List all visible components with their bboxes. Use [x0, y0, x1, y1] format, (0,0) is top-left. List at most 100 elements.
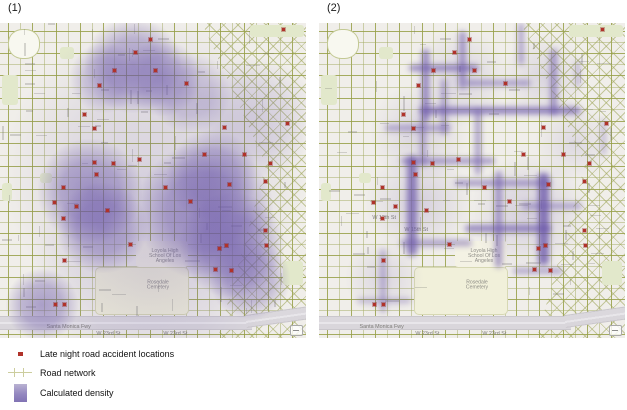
accident-marker: [92, 126, 97, 131]
accident-marker: [224, 243, 229, 248]
density-segment: [601, 119, 606, 155]
density-blob: [167, 130, 257, 220]
density-blob: [5, 23, 305, 323]
street-text-smudge: [487, 61, 497, 63]
street-text-smudge: [443, 199, 451, 202]
map-place-label: W 12th St: [372, 215, 396, 220]
density-blob: [195, 58, 306, 178]
street-text-smudge: [460, 260, 473, 263]
accident-marker: [507, 199, 512, 204]
accident-marker: [92, 160, 97, 165]
street-text-smudge: [443, 247, 454, 250]
street-text-smudge: [352, 253, 366, 255]
accident-marker: [227, 182, 232, 187]
accident-marker: [128, 242, 133, 247]
accident-marker: [604, 121, 609, 126]
street-text-smudge: [562, 225, 571, 227]
legend-item-accidents: Late night road accident locations: [0, 344, 320, 363]
density-segment: [419, 107, 581, 114]
legend-accidents-label: Late night road accident locations: [40, 348, 175, 359]
street-text-smudge: [258, 141, 274, 144]
accident-marker: [424, 208, 429, 213]
accident-marker: [371, 200, 376, 205]
accident-marker: [62, 302, 67, 307]
park-area: [569, 25, 623, 37]
map-panel-network-density: Loyola High School Of Los AngelesRosedal…: [319, 23, 625, 338]
street-text-smudge: [533, 42, 535, 49]
street-text-smudge: [78, 125, 90, 128]
street-text-smudge: [261, 98, 264, 112]
street-text-smudge: [440, 92, 456, 95]
road-line-horizontal: [319, 166, 625, 167]
road-line-horizontal: [319, 155, 625, 156]
street-text-smudge: [380, 122, 390, 125]
street-text-smudge: [513, 150, 523, 153]
street-text-smudge: [554, 242, 568, 245]
accident-marker: [53, 302, 58, 307]
cemetery-area: [414, 267, 508, 315]
street-text-smudge: [419, 216, 422, 228]
street-text-smudge: [447, 168, 454, 171]
density-segment: [455, 180, 551, 186]
map-place-label: Rosedale Cemetery: [465, 279, 489, 291]
accident-marker: [413, 172, 418, 177]
accident-marker: [411, 160, 416, 165]
road-line-vertical: [445, 23, 446, 338]
road-line-vertical: [387, 23, 388, 338]
street-text-smudge: [590, 252, 605, 255]
legend-item-road-network: Road network: [0, 363, 320, 382]
street-text-smudge: [17, 235, 20, 242]
accident-marker: [242, 152, 247, 157]
park-area: [283, 261, 303, 285]
street-text-smudge: [330, 210, 337, 213]
street-text-smudge: [353, 194, 366, 196]
street-text-smudge: [345, 212, 359, 215]
density-segment: [475, 109, 481, 175]
road-line-vertical: [563, 23, 564, 338]
park-area: [250, 25, 304, 37]
street-text-smudge: [262, 52, 274, 55]
road-line-vertical: [422, 23, 423, 338]
street-text-smudge: [246, 64, 260, 67]
accident-marker: [380, 185, 385, 190]
street-text-smudge: [197, 71, 206, 73]
street-text-smudge: [478, 203, 486, 205]
density-blob: [70, 43, 140, 113]
street-text-smudge: [599, 110, 607, 113]
accident-marker: [452, 50, 457, 55]
street-text-smudge: [514, 204, 528, 207]
density-segment: [400, 240, 472, 246]
street-text-smudge: [10, 134, 21, 136]
road-line-horizontal: [319, 200, 625, 201]
map-watermark-icon: [609, 325, 622, 336]
density-segment: [575, 61, 580, 87]
accident-marker: [447, 242, 452, 247]
accident-marker: [105, 208, 110, 213]
accident-marker: [582, 228, 587, 233]
accident-marker: [467, 37, 472, 42]
street-text-smudge: [245, 307, 248, 314]
road-line-horizontal: [319, 121, 625, 122]
legend-road-network-label: Road network: [40, 367, 96, 378]
street-text-smudge: [369, 200, 383, 203]
street-text-smudge: [98, 289, 112, 291]
density-blob: [210, 239, 290, 319]
density-segment: [357, 298, 411, 303]
street-text-smudge: [250, 299, 253, 313]
street-text-smudge: [347, 131, 357, 133]
street-text-smudge: [101, 302, 103, 312]
accident-point-icon: [17, 351, 23, 356]
accident-marker: [82, 112, 87, 117]
accident-marker: [229, 268, 234, 273]
street-text-smudge: [509, 89, 521, 91]
density-segment: [550, 49, 557, 115]
density-segment: [422, 49, 429, 121]
road-line-vertical: [32, 23, 33, 338]
map-watermark-glyph: [612, 330, 618, 331]
accident-marker: [372, 302, 377, 307]
road-line-horizontal: [319, 42, 625, 43]
accident-marker: [61, 185, 66, 190]
density-halo: [534, 103, 614, 183]
accident-marker: [393, 204, 398, 209]
legend-density-label: Calculated density: [40, 388, 114, 398]
